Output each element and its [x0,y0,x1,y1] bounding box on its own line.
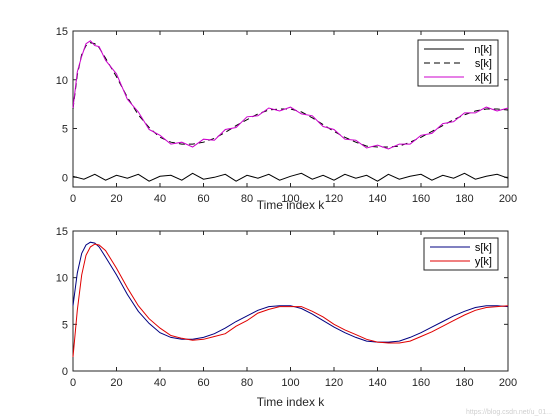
watermark: https://blog.csdn.net/u_01... [465,409,552,416]
legend: s[k] y[k] [423,237,499,271]
x-tick-label: 40 [154,377,166,389]
chart-1: 0 20 40 60 80 100 120 140 160 180 200 0 5 10 15 Time in… [56,26,517,212]
y-tick-label: 10 [56,273,68,285]
x-tick-label: 180 [455,377,473,389]
y-tick-label: 15 [56,26,68,38]
series-line-yk [72,243,509,358]
x-tick-label: 200 [499,193,517,205]
series-line-xk [72,40,509,150]
x-tick-label: 160 [412,193,430,205]
x-tick-label: 120 [325,377,343,389]
x-tick-label: 40 [154,193,166,205]
y-tick-label: 10 [56,75,68,87]
y-tick-label: 5 [62,319,68,331]
y-tick-label: 5 [62,124,68,136]
legend-entry: y[k] [475,256,492,268]
x-tick-label: 0 [70,193,76,205]
y-tick-label: 15 [56,226,68,238]
legend-entry: s[k] [475,58,492,70]
legend: n[k] s[k] x[k] [417,39,499,87]
x-tick-label: 120 [325,193,343,205]
x-tick-label: 60 [197,377,209,389]
legend-entry: s[k] [475,242,492,254]
x-tick-label: 140 [368,377,386,389]
x-tick-label: 100 [281,193,299,205]
x-axis-label: Time index k [257,395,326,409]
x-tick-label: 0 [70,377,76,389]
y-tick-label: 0 [62,366,68,378]
x-tick-label: 60 [197,193,209,205]
x-tick-label: 20 [110,377,122,389]
x-tick-label: 160 [412,377,430,389]
x-tick-label: 100 [281,377,299,389]
legend-box [423,237,499,271]
chart-2: 0 20 40 60 80 100 120 140 160 180 200 0 5 10 15 Time in… [56,226,517,409]
series-line-sk [72,241,509,343]
legend-entry: n[k] [474,44,492,56]
x-axis-label: Time index k [257,198,326,212]
x-tick-label: 180 [455,193,473,205]
legend-entry: x[k] [475,72,492,84]
series-line-nk [72,172,509,182]
x-tick-label: 140 [368,193,386,205]
x-tick-label: 80 [241,377,253,389]
y-tick-label: 0 [62,172,68,184]
x-tick-label: 200 [499,377,517,389]
x-tick-label: 80 [241,193,253,205]
x-tick-label: 20 [110,193,122,205]
